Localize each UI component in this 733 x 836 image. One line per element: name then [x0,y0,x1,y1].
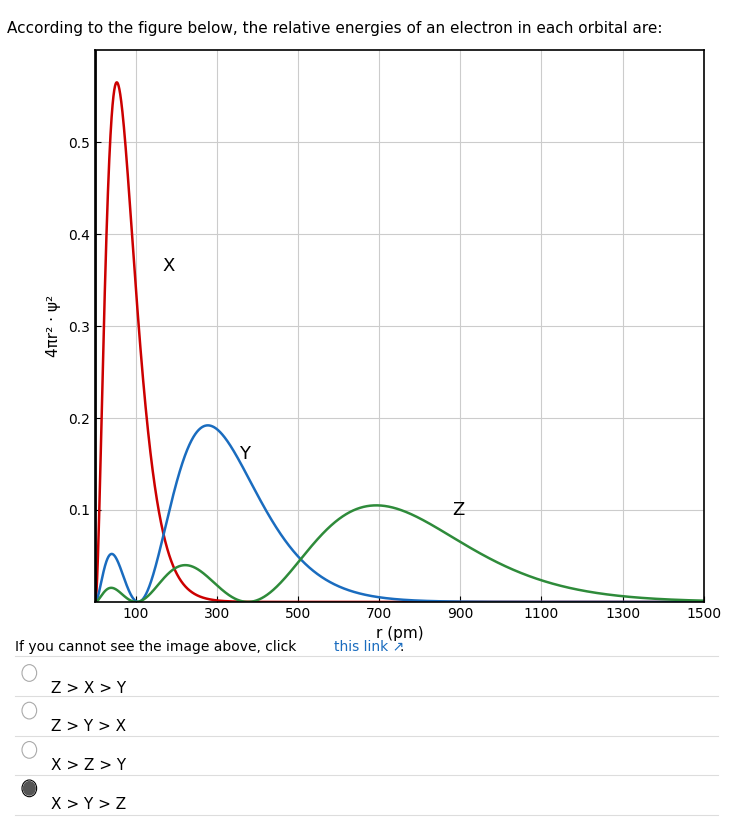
Text: X > Y > Z: X > Y > Z [51,797,126,812]
Text: this link ↗: this link ↗ [334,640,404,654]
Text: Y: Y [239,446,250,463]
Text: According to the figure below, the relative energies of an electron in each orbi: According to the figure below, the relat… [7,21,663,36]
Y-axis label: 4πr² · ψ²: 4πr² · ψ² [46,295,62,357]
Text: X > Z > Y: X > Z > Y [51,758,126,773]
Text: Z > X > Y: Z > X > Y [51,681,126,696]
Text: Z: Z [452,501,465,518]
Text: X: X [162,257,174,275]
Text: Z > Y > X: Z > Y > X [51,719,126,734]
X-axis label: r (pm): r (pm) [376,626,423,641]
Text: .: . [399,640,404,654]
Text: If you cannot see the image above, click: If you cannot see the image above, click [15,640,301,654]
